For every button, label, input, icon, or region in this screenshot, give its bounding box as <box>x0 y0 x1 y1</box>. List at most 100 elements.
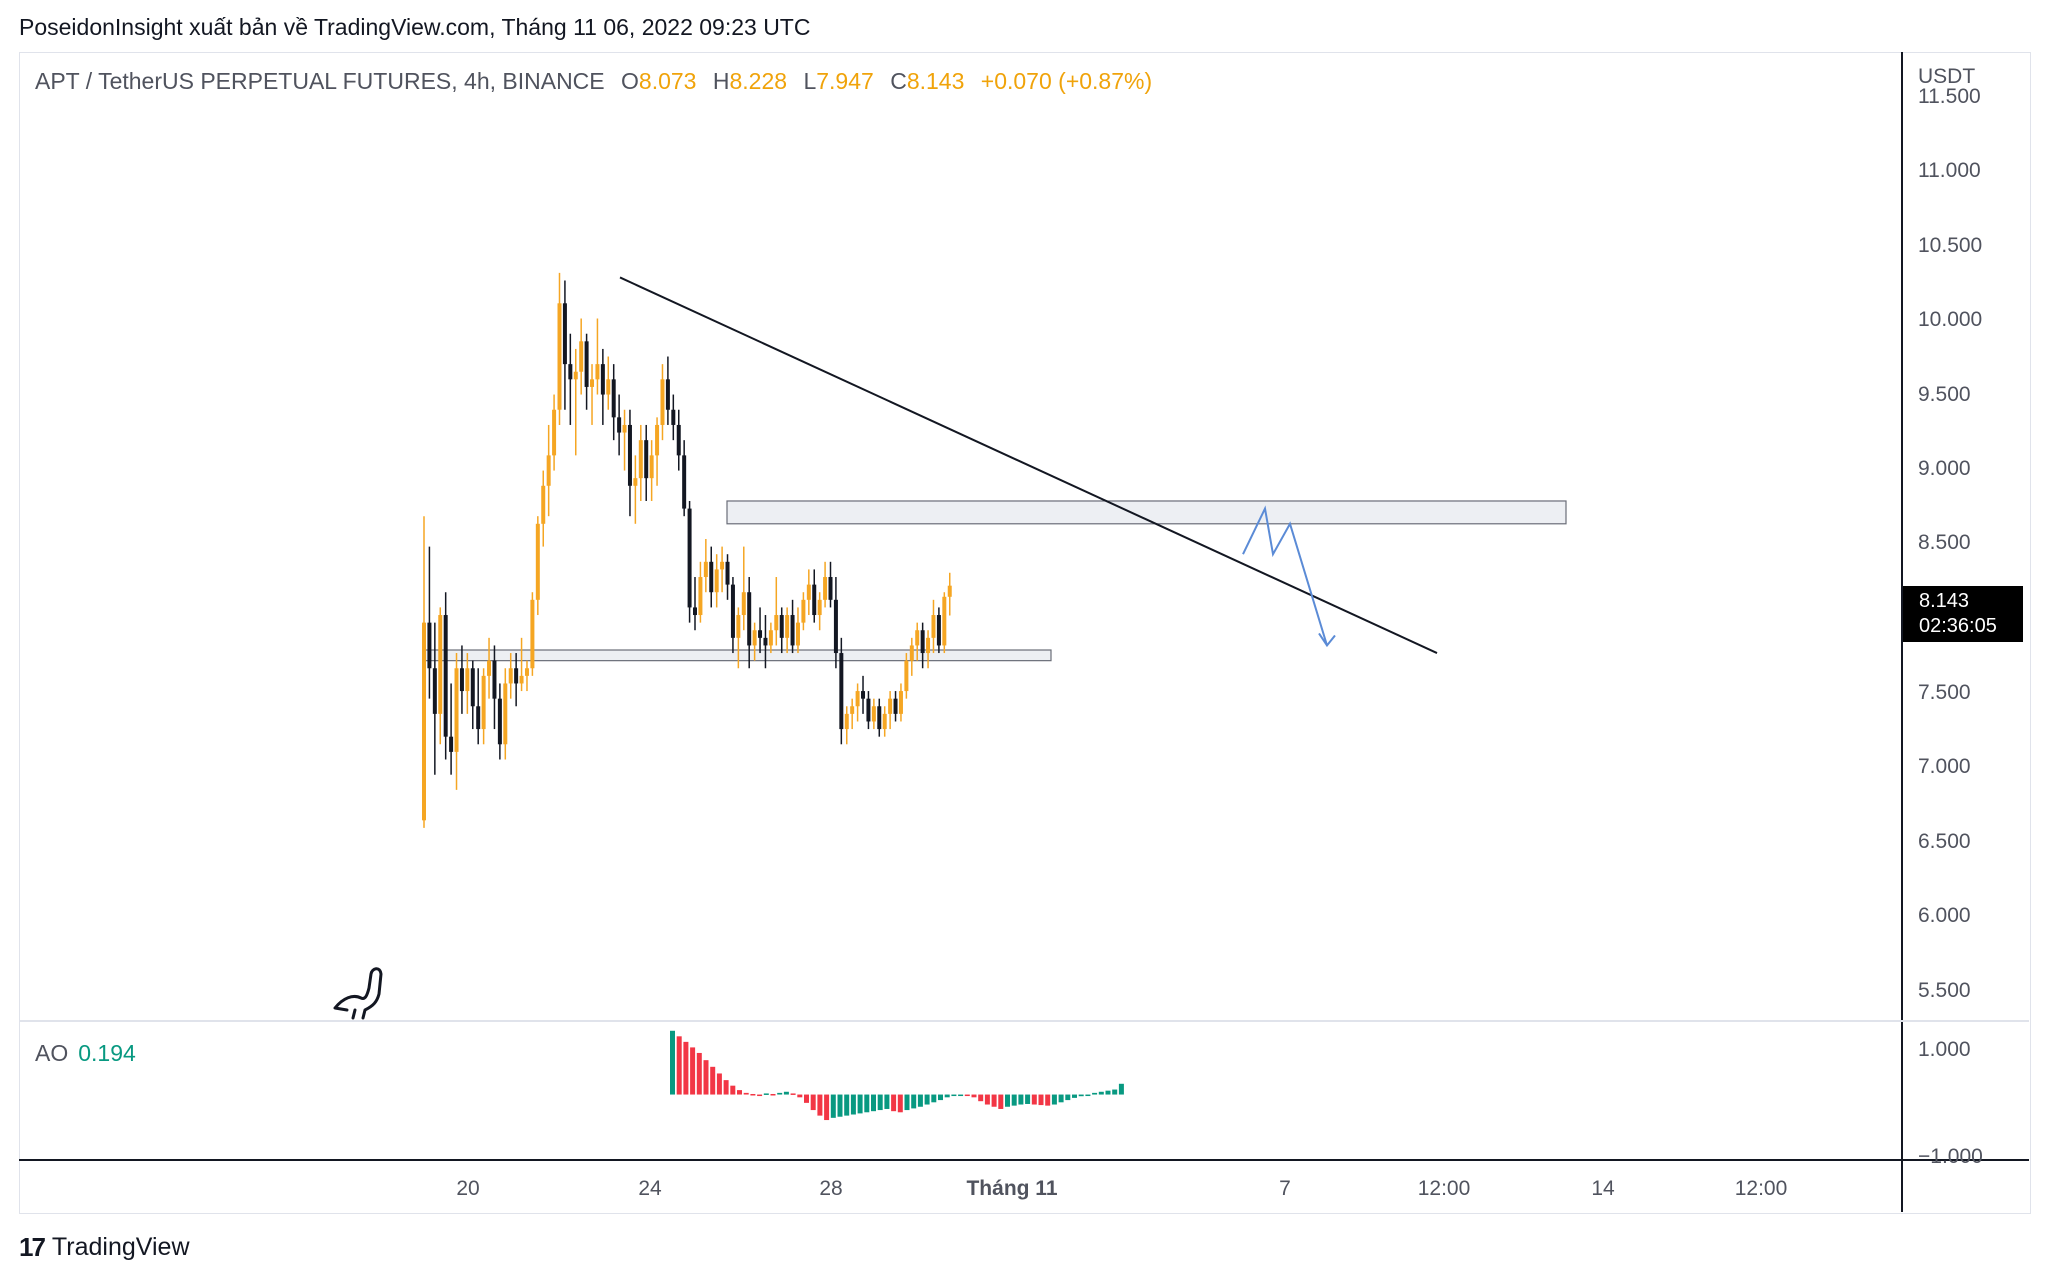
candle-body <box>492 660 497 699</box>
time-tick: Tháng 11 <box>966 1177 1057 1200</box>
ao-bar <box>810 1094 816 1111</box>
close-value: 8.143 <box>906 68 965 94</box>
candle-body <box>861 691 866 699</box>
candle-body <box>443 615 448 737</box>
open-label: O <box>621 68 639 94</box>
drawings[interactable] <box>619 276 1438 654</box>
ao-bar <box>951 1094 957 1097</box>
price-tick: 9.000 <box>1918 457 1971 480</box>
candle-body <box>709 561 714 593</box>
ao-bar <box>837 1094 843 1117</box>
candle-body <box>888 698 893 714</box>
candle-body <box>909 645 914 661</box>
candle-body <box>649 455 654 479</box>
candle-body <box>758 630 763 638</box>
candle-body <box>606 379 611 395</box>
price-tick: 8.500 <box>1918 531 1971 554</box>
ao-bar <box>924 1094 930 1105</box>
candle-body <box>736 615 741 638</box>
ao-bar <box>1051 1094 1057 1105</box>
ao-bar <box>817 1094 823 1116</box>
ao-bar <box>1045 1094 1051 1106</box>
candle-body <box>617 417 622 433</box>
publisher-line: PoseidonInsight xuất bản về TradingView.… <box>19 14 811 40</box>
high-label: H <box>712 68 730 94</box>
ao-tick-top: 1.000 <box>1918 1038 1971 1061</box>
candle-body <box>714 569 719 593</box>
ao-bar <box>763 1093 769 1095</box>
ao-bar <box>670 1030 675 1095</box>
candle-body <box>487 660 492 676</box>
candle-body <box>655 424 660 456</box>
ao-bar <box>938 1094 943 1101</box>
price-tick: 10.500 <box>1918 234 1982 257</box>
candle-body <box>546 455 551 486</box>
ao-bar <box>998 1094 1004 1109</box>
brand-name: TradingView <box>51 1233 190 1261</box>
candle-body <box>942 596 947 646</box>
sr-zone <box>726 500 1567 525</box>
candle-body <box>503 683 508 745</box>
symbol-title[interactable]: APT / TetherUS PERPETUAL FUTURES, 4h, BI… <box>35 68 605 94</box>
candle-body <box>422 622 426 821</box>
ao-value: 0.194 <box>78 1040 136 1066</box>
ao-bar <box>904 1094 910 1111</box>
candle-body <box>741 592 746 616</box>
candle-body <box>779 615 784 638</box>
ao-bar <box>884 1094 890 1109</box>
candle-body <box>541 485 546 524</box>
ao-bar <box>1078 1094 1084 1097</box>
tradingview-brand[interactable]: 17 TradingView <box>19 1232 190 1263</box>
ao-bar <box>770 1093 776 1096</box>
ao-bar <box>683 1041 689 1095</box>
candle-body <box>687 508 692 608</box>
trendline <box>619 276 1438 654</box>
candle-body <box>871 706 876 722</box>
ao-legend: AO 0.194 <box>35 1040 136 1067</box>
sr-zones[interactable] <box>423 500 1567 662</box>
ao-bar <box>911 1094 917 1109</box>
candle-body <box>465 668 470 692</box>
high-value: 8.228 <box>729 68 788 94</box>
candle-body <box>790 615 795 646</box>
ao-bar <box>864 1094 870 1113</box>
candle-body <box>470 668 475 707</box>
ao-label[interactable]: AO <box>35 1040 69 1066</box>
ao-bar <box>958 1094 964 1097</box>
candle-body <box>557 303 562 410</box>
ao-bar <box>897 1094 903 1113</box>
ao-bar <box>783 1091 789 1095</box>
last-price-badge: 8.143 02:36:05 <box>1903 586 2023 642</box>
time-tick: 12:00 <box>1735 1177 1788 1200</box>
candle-body <box>833 599 838 654</box>
ao-bar <box>690 1047 696 1095</box>
candle-body <box>698 577 703 616</box>
price-tick: 7.500 <box>1918 681 1971 704</box>
candle-body <box>432 668 437 714</box>
ao-bar <box>850 1094 856 1115</box>
ao-histogram <box>670 1030 1124 1121</box>
candle-body <box>812 584 817 616</box>
time-tick: 20 <box>456 1177 479 1200</box>
candle-body <box>481 675 486 730</box>
candle-body <box>725 561 730 585</box>
candle-body <box>638 440 643 479</box>
ao-bar <box>844 1094 850 1116</box>
price-tick: 5.500 <box>1918 979 1971 1002</box>
price-axis-ticks: 11.500 11.000 10.500 10.000 9.500 9.000 8.500 7… <box>1918 85 1982 1002</box>
ao-bar <box>1098 1091 1104 1095</box>
ao-bar <box>1105 1090 1111 1095</box>
ao-bar <box>1092 1092 1098 1095</box>
projection-arrowhead <box>1318 632 1336 648</box>
time-tick: 12:00 <box>1418 1177 1471 1200</box>
candle-body <box>795 622 800 646</box>
ao-bar <box>797 1094 803 1098</box>
candle-body <box>774 615 779 631</box>
ao-bar <box>790 1093 796 1095</box>
ao-bar <box>750 1093 756 1096</box>
candle-body <box>590 379 595 387</box>
price-tick: 6.500 <box>1918 830 1971 853</box>
ao-bar <box>978 1094 984 1102</box>
candle-body <box>671 409 676 425</box>
